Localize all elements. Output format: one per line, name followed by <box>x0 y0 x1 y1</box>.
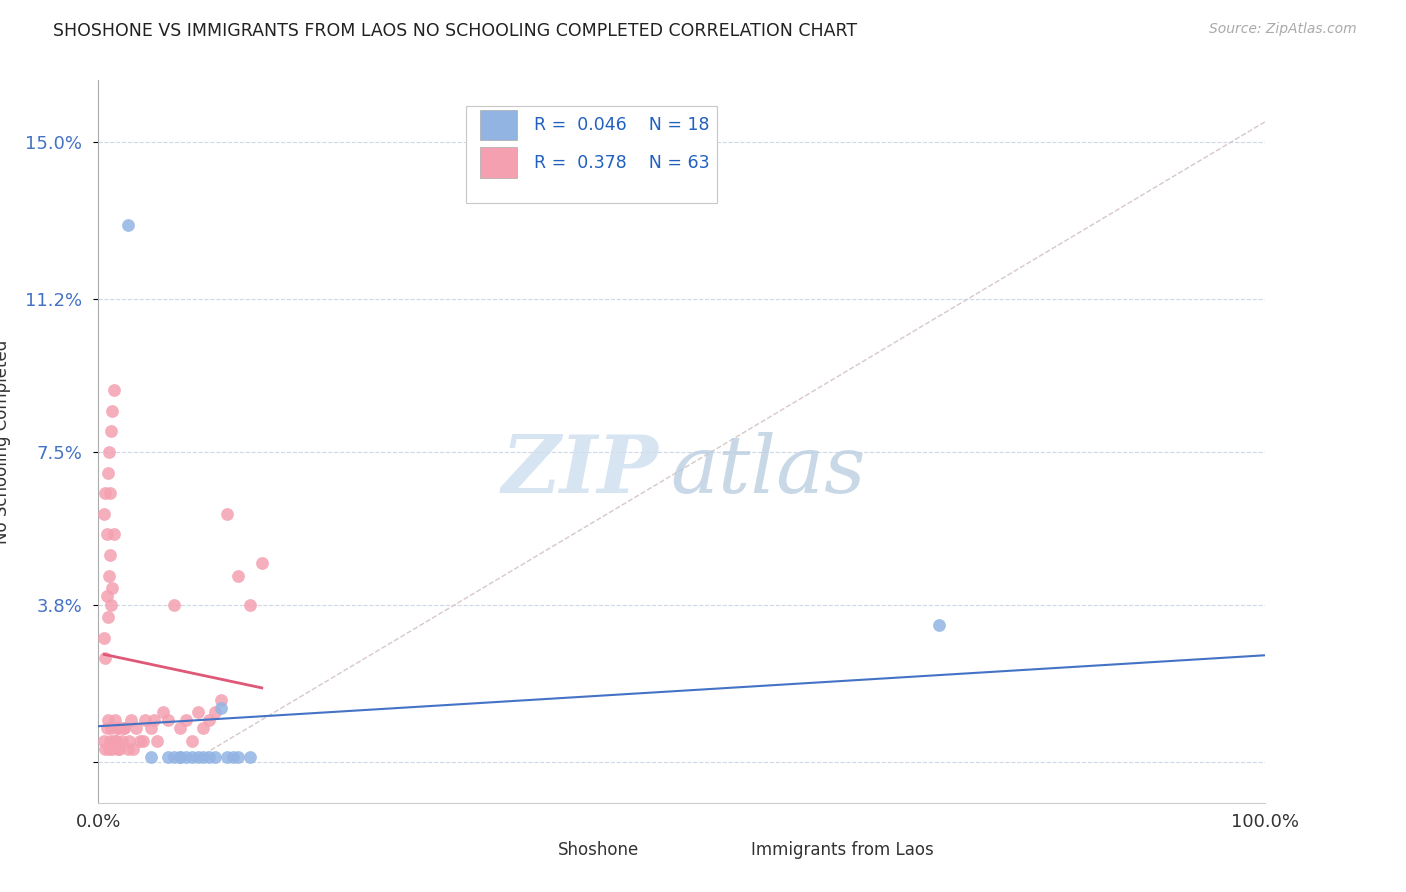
Point <box>152 705 174 719</box>
Point <box>169 750 191 764</box>
Point <box>94 486 117 500</box>
Point <box>97 466 120 480</box>
Point <box>104 734 127 748</box>
Point <box>108 742 131 756</box>
Point <box>125 722 148 736</box>
Point <box>180 734 202 748</box>
Text: ZIP: ZIP <box>502 432 658 509</box>
Point <box>228 568 250 582</box>
Point <box>100 598 122 612</box>
Point <box>209 701 232 715</box>
Y-axis label: No Schooling Completed: No Schooling Completed <box>0 340 11 543</box>
Point <box>93 507 115 521</box>
Point <box>112 722 135 736</box>
Point <box>103 527 125 541</box>
Point <box>120 713 142 727</box>
Point <box>97 742 120 756</box>
Point <box>94 742 117 756</box>
Point <box>107 742 129 756</box>
Text: Source: ZipAtlas.com: Source: ZipAtlas.com <box>1209 22 1357 37</box>
Point <box>174 713 197 727</box>
Point <box>100 424 122 438</box>
Point <box>101 581 124 595</box>
Point <box>93 734 115 748</box>
Bar <box>479 110 517 140</box>
Point <box>139 750 162 764</box>
Point <box>96 590 118 604</box>
Point <box>98 486 121 500</box>
Point <box>98 548 121 562</box>
Point <box>104 713 127 727</box>
Text: atlas: atlas <box>671 432 866 509</box>
Point <box>209 692 232 706</box>
Point <box>143 713 166 727</box>
Point <box>250 557 273 571</box>
Point <box>187 705 209 719</box>
Point <box>108 722 131 736</box>
Point <box>204 750 226 764</box>
Point <box>118 734 141 748</box>
Point <box>163 750 186 764</box>
Point <box>193 750 215 764</box>
Point <box>97 568 120 582</box>
Point <box>132 734 155 748</box>
Point <box>134 713 156 727</box>
FancyBboxPatch shape <box>465 105 717 203</box>
Point <box>169 722 191 736</box>
Point <box>117 218 139 232</box>
Point <box>96 527 118 541</box>
Point <box>98 734 121 748</box>
Point <box>103 734 125 748</box>
Point <box>94 651 117 665</box>
Point <box>97 610 120 624</box>
Point <box>239 598 262 612</box>
Point <box>93 631 115 645</box>
Point <box>103 383 125 397</box>
Point <box>97 713 120 727</box>
Point <box>117 742 139 756</box>
Point <box>105 722 128 736</box>
Bar <box>513 841 548 863</box>
Point <box>157 750 180 764</box>
Text: SHOSHONE VS IMMIGRANTS FROM LAOS NO SCHOOLING COMPLETED CORRELATION CHART: SHOSHONE VS IMMIGRANTS FROM LAOS NO SCHO… <box>53 22 858 40</box>
Point <box>111 734 134 748</box>
Bar <box>706 841 740 863</box>
Point <box>169 750 191 764</box>
Point <box>101 403 124 417</box>
Point <box>221 750 243 764</box>
Point <box>198 750 221 764</box>
Point <box>187 750 209 764</box>
Point <box>174 750 197 764</box>
Point <box>163 598 186 612</box>
Point <box>97 445 120 459</box>
Point <box>96 722 118 736</box>
Point <box>180 750 202 764</box>
Point <box>198 713 221 727</box>
Point <box>204 705 226 719</box>
Text: Immigrants from Laos: Immigrants from Laos <box>751 841 934 859</box>
Point <box>100 722 122 736</box>
Text: R =  0.046    N = 18: R = 0.046 N = 18 <box>534 116 709 134</box>
Point <box>928 618 950 632</box>
Point <box>129 734 152 748</box>
Text: R =  0.378    N = 63: R = 0.378 N = 63 <box>534 153 710 171</box>
Point <box>215 507 238 521</box>
Point <box>101 742 124 756</box>
Point <box>157 713 180 727</box>
Point <box>228 750 250 764</box>
Point <box>139 722 162 736</box>
Point <box>104 734 127 748</box>
Point <box>112 722 135 736</box>
Bar <box>479 147 517 178</box>
Point <box>146 734 169 748</box>
Text: Shoshone: Shoshone <box>558 841 640 859</box>
Point <box>215 750 238 764</box>
Point <box>122 742 145 756</box>
Point <box>193 722 215 736</box>
Point <box>239 750 262 764</box>
